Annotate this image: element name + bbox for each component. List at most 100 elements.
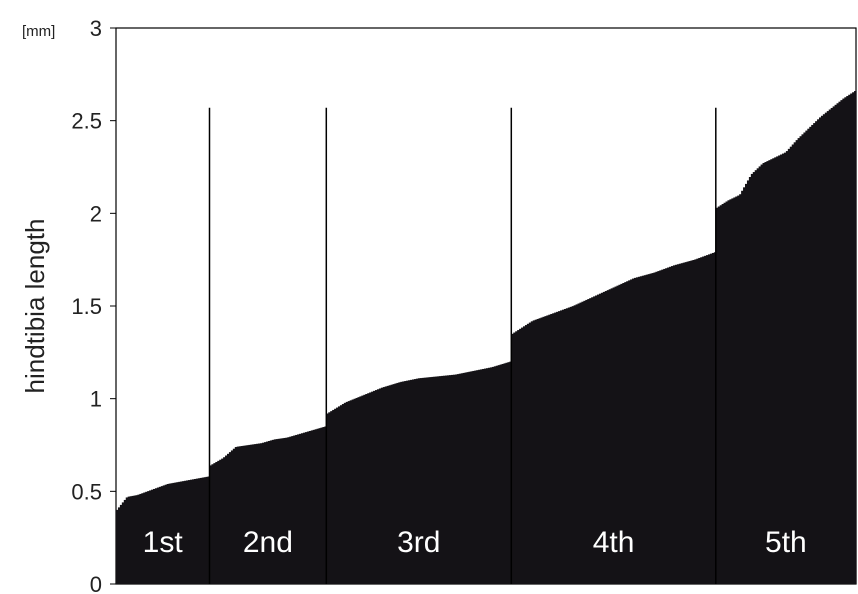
bar-1st-44 <box>199 477 203 584</box>
bar-2nd-24 <box>254 444 257 584</box>
bar-1st-25 <box>162 485 166 584</box>
bar-2nd-43 <box>291 436 294 584</box>
bar-1st-33 <box>178 481 181 584</box>
bar-2nd-56 <box>316 428 320 584</box>
bar-3rd-38 <box>398 382 401 584</box>
bar-2nd-45 <box>295 434 298 584</box>
bar-5th-66 <box>842 98 845 584</box>
bar-3rd-56 <box>433 376 436 584</box>
bar-3rd-27 <box>376 389 380 584</box>
bar-1st-11 <box>135 495 139 584</box>
bar-3rd-67 <box>454 374 458 584</box>
bar-1st-37 <box>186 480 189 584</box>
bar-3rd-91 <box>501 363 505 584</box>
bar-5th-28 <box>768 160 771 584</box>
bar-5th-43 <box>797 138 801 584</box>
bar-4th-16 <box>540 317 544 584</box>
bar-2nd-16 <box>238 446 242 584</box>
bar-5th-71 <box>852 92 855 585</box>
bar-5th-18 <box>748 177 752 584</box>
bar-4th-81 <box>667 267 670 584</box>
bar-2nd-8 <box>223 457 226 584</box>
bar-5th-68 <box>846 96 849 584</box>
bar-3rd-71 <box>462 372 466 584</box>
bar-3rd-59 <box>439 376 442 584</box>
bar-4th-19 <box>546 315 549 584</box>
bar-3rd-25 <box>373 390 376 584</box>
bar-5th-72 <box>854 91 857 584</box>
bar-2nd-27 <box>260 443 263 584</box>
bar-3rd-74 <box>468 371 472 584</box>
bar-5th-37 <box>785 151 789 584</box>
bar-2nd-7 <box>221 458 224 584</box>
bar-3rd-62 <box>445 375 448 584</box>
bar-3rd-89 <box>497 365 501 584</box>
bar-4th-3 <box>515 331 518 584</box>
bar-4th-63 <box>632 278 635 584</box>
bar-3rd-41 <box>404 381 407 584</box>
bar-4th-62 <box>630 279 633 584</box>
bar-3rd-93 <box>505 362 509 584</box>
bar-4th-89 <box>682 262 686 584</box>
bar-5th-70 <box>850 93 853 585</box>
bar-4th-27 <box>561 309 565 584</box>
bar-1st-26 <box>164 484 168 584</box>
bar-3rd-65 <box>450 374 454 584</box>
bar-5th-6 <box>725 201 729 584</box>
bar-4th-31 <box>569 306 573 584</box>
bar-5th-25 <box>762 162 766 585</box>
bar-3rd-52 <box>425 377 429 584</box>
bar-4th-41 <box>589 298 592 584</box>
bar-4th-82 <box>669 266 672 584</box>
bar-5th-35 <box>782 153 785 584</box>
bar-1st-4 <box>121 502 125 584</box>
bar-3rd-7 <box>338 406 341 584</box>
bar-4th-60 <box>626 281 629 584</box>
bar-5th-26 <box>764 162 768 585</box>
bar-1st-19 <box>151 489 154 584</box>
bar-5th-69 <box>848 94 851 585</box>
bar-3rd-32 <box>386 385 390 584</box>
y-tick-label-2: 2 <box>90 201 102 226</box>
bar-4th-14 <box>536 318 540 584</box>
bar-3rd-1 <box>326 413 329 584</box>
bar-4th-97 <box>698 257 701 584</box>
bar-3rd-22 <box>367 393 370 584</box>
bar-3rd-9 <box>341 404 345 584</box>
bar-3rd-16 <box>355 397 359 584</box>
bar-3rd-35 <box>392 384 396 584</box>
bar-3rd-48 <box>417 378 421 584</box>
bar-3rd-45 <box>412 379 415 584</box>
bar-5th-24 <box>760 164 764 585</box>
bar-5th-1 <box>715 207 719 584</box>
bar-4th-30 <box>567 307 571 584</box>
bar-4th-92 <box>688 261 692 584</box>
bar-1st-42 <box>195 478 199 584</box>
bar-2nd-59 <box>322 427 325 584</box>
bar-3rd-94 <box>507 362 510 584</box>
bar-3rd-3 <box>330 411 333 584</box>
bar-3rd-43 <box>408 380 411 584</box>
bar-3rd-73 <box>466 372 470 584</box>
bar-5th-48 <box>807 128 810 584</box>
bar-4th-33 <box>573 305 577 584</box>
bar-5th-41 <box>793 142 797 584</box>
bar-1st-28 <box>168 483 172 584</box>
bar-2nd-19 <box>244 445 248 584</box>
bar-4th-95 <box>694 259 697 584</box>
bar-3rd-36 <box>394 383 398 584</box>
bar-4th-53 <box>612 287 616 584</box>
bar-1st-18 <box>149 490 152 584</box>
bar-5th-30 <box>772 158 775 584</box>
bar-5th-56 <box>822 114 826 584</box>
bar-3rd-13 <box>349 400 353 584</box>
bar-1st-34 <box>180 481 183 584</box>
bar-4th-64 <box>634 277 637 584</box>
bar-2nd-21 <box>248 444 251 584</box>
bar-5th-9 <box>731 198 734 584</box>
bar-3rd-49 <box>419 378 423 584</box>
bar-3rd-17 <box>357 397 361 584</box>
bar-1st-31 <box>174 482 177 584</box>
bar-4th-96 <box>696 258 699 584</box>
instar-labels: 1st 2nd 3rd 4th 5th <box>143 526 807 559</box>
